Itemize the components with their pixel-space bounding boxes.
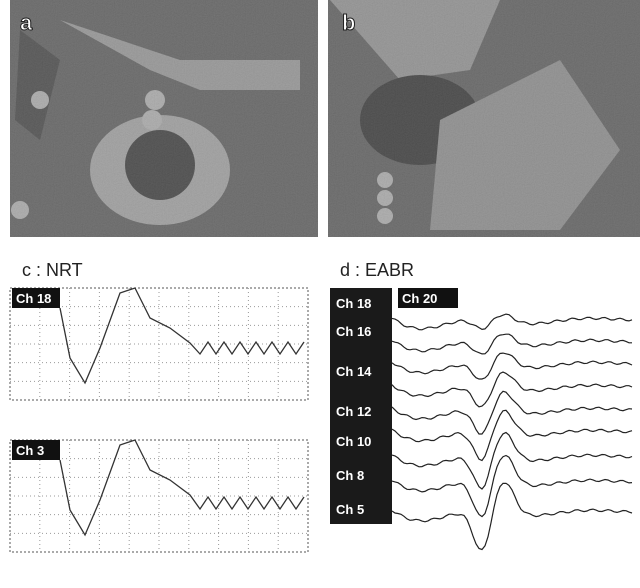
figure: a b c : NRT d : EABR Ch 18Ch 3 Ch 18Ch 1… <box>0 0 640 588</box>
eabr-traces: Ch 18 Ch 16 Ch 14 Ch 12 Ch 10 Ch 8 Ch 5 Ch 20 <box>330 288 632 550</box>
nrt-trace <box>60 440 304 535</box>
panel-label: a <box>20 10 33 35</box>
panel-label: b <box>342 10 355 35</box>
eabr-trace <box>392 353 632 379</box>
ct-image-a: a <box>10 0 318 237</box>
channel-label: Ch 3 <box>16 443 44 458</box>
eabr-trace <box>392 372 632 407</box>
channel-label: Ch 20 <box>402 291 437 306</box>
panel-title: c : NRT <box>22 260 83 280</box>
eabr-trace <box>392 334 632 354</box>
eabr-trace <box>392 483 632 549</box>
ct-image-b: b <box>328 0 640 237</box>
channel-label: Ch 16 <box>336 324 371 339</box>
channel-label: Ch 18 <box>16 291 51 306</box>
channel-label: Ch 12 <box>336 404 371 419</box>
eabr-trace <box>392 410 632 460</box>
channel-label: Ch 5 <box>336 502 364 517</box>
channel-label: Ch 10 <box>336 434 371 449</box>
channel-label: Ch 14 <box>336 364 372 379</box>
nrt-plots: Ch 18 Ch 3 <box>10 288 308 552</box>
eabr-trace <box>392 433 632 490</box>
nrt-trace <box>60 288 304 383</box>
eabr-trace <box>392 391 632 434</box>
channel-label: Ch 8 <box>336 468 364 483</box>
panel-title: d : EABR <box>340 260 414 280</box>
eabr-trace <box>392 314 632 330</box>
channel-label: Ch 18 <box>336 296 371 311</box>
